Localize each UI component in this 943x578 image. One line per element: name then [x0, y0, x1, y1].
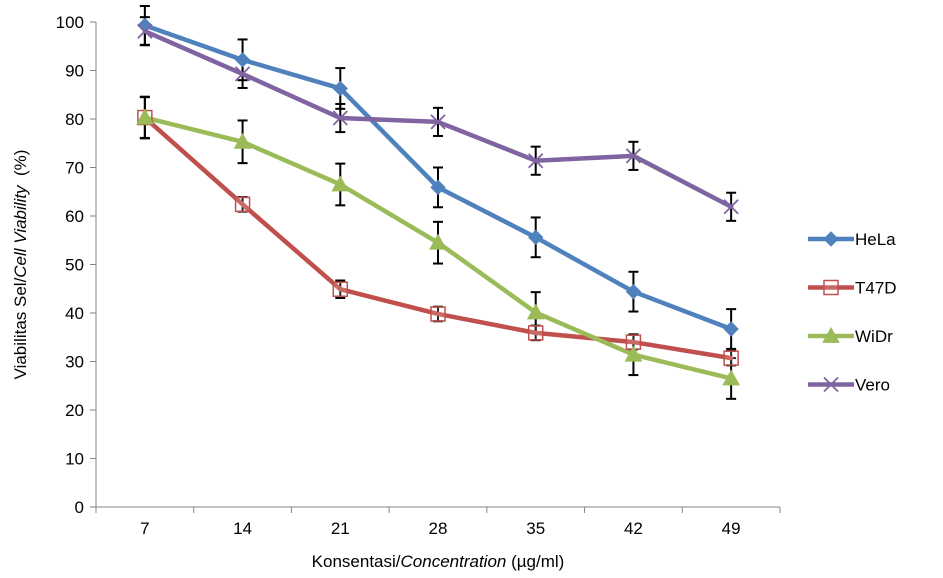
- data-point-vero: [137, 23, 153, 39]
- x-axis-title-italic: Concentration: [401, 552, 507, 571]
- error-bars: [139, 4, 737, 400]
- data-point-hela: [332, 80, 348, 97]
- data-point-widr: [429, 233, 447, 250]
- y-tick-label: 50: [65, 256, 84, 275]
- data-point-t47d: [234, 196, 251, 213]
- x-tick-label: 42: [624, 519, 643, 538]
- data-point-t47d: [332, 281, 349, 297]
- marker-stroke: [430, 114, 446, 130]
- data-point-vero: [625, 148, 642, 164]
- legend-marker: [823, 376, 839, 393]
- legend-item-vero: Vero: [808, 376, 890, 395]
- legend: HeLa T47D WiDr Vero: [808, 230, 897, 395]
- y-axis-title-plain: Viabilitas Sel/: [11, 277, 30, 379]
- marker-stroke: [723, 199, 739, 215]
- data-point-vero: [332, 110, 348, 126]
- data-point-hela: [528, 229, 544, 246]
- legend-marker: [823, 231, 839, 247]
- legend-marker: [822, 326, 840, 343]
- marker-stroke: [823, 376, 839, 393]
- y-axis-title-suffix: (%): [11, 150, 30, 186]
- data-point-widr: [136, 108, 154, 125]
- series-markers: [136, 17, 740, 386]
- series-line-t47d: [142, 115, 734, 361]
- legend-label: HeLa: [855, 230, 896, 249]
- legend-marker: [823, 279, 839, 296]
- data-point-t47d: [527, 325, 544, 341]
- y-tick-label: 100: [56, 13, 84, 32]
- data-point-widr: [526, 303, 545, 320]
- marker-stroke: [528, 153, 544, 169]
- y-tick-label: 80: [65, 110, 84, 129]
- data-point-t47d: [430, 306, 446, 322]
- y-tick-label: 40: [65, 304, 84, 323]
- x-axis-title: Konsentasi/Concentration (µg/ml): [312, 552, 565, 571]
- data-point-vero: [234, 66, 251, 82]
- legend-item-t47d: T47D: [808, 279, 897, 298]
- legend-item-hela: HeLa: [808, 230, 896, 249]
- x-tick-label: 21: [331, 519, 350, 538]
- y-axis-title: Viabilitas Sel/Cell Viability (%): [11, 150, 30, 380]
- x-tick-label: 49: [722, 519, 741, 538]
- x-tick-label: 28: [429, 519, 448, 538]
- data-point-widr: [722, 369, 740, 386]
- legend-item-widr: WiDr: [808, 326, 893, 346]
- y-axis-title-italic: Cell Viability: [11, 184, 30, 278]
- data-point-vero: [723, 199, 739, 215]
- legend-label: T47D: [855, 279, 897, 298]
- y-tick-label: 60: [65, 207, 84, 226]
- y-tick-label: 30: [65, 353, 84, 372]
- legend-label: Vero: [855, 376, 890, 395]
- data-point-hela: [723, 321, 739, 337]
- data-point-vero: [528, 153, 544, 169]
- y-ticks: 0 10 20 30 40 50 60 70 80 90 100: [56, 13, 96, 517]
- y-tick-label: 10: [65, 450, 84, 469]
- x-tick-label: 14: [233, 519, 252, 538]
- data-point-widr: [331, 175, 350, 192]
- y-tick-label: 20: [65, 401, 84, 420]
- x-axis-title-suffix: (µg/ml): [506, 552, 564, 571]
- x-ticks: 7 14 21 28 35 42 49: [95, 507, 781, 538]
- data-point-widr: [624, 345, 643, 362]
- data-point-t47d: [723, 350, 739, 366]
- data-point-hela: [234, 52, 251, 68]
- x-tick-label: 7: [140, 519, 149, 538]
- data-point-hela: [625, 283, 642, 300]
- legend-label: WiDr: [855, 327, 893, 346]
- x-axis-title-plain: Konsentasi/: [312, 552, 401, 571]
- x-tick-label: 35: [526, 519, 545, 538]
- marker-stroke: [137, 23, 153, 39]
- data-point-vero: [430, 114, 446, 130]
- marker-stroke: [332, 110, 348, 126]
- marker-stroke: [234, 66, 251, 82]
- y-tick-label: 90: [65, 62, 84, 81]
- marker-stroke: [625, 148, 642, 164]
- y-tick-label: 0: [75, 498, 84, 517]
- data-point-widr: [233, 132, 252, 149]
- data-point-hela: [430, 179, 446, 196]
- y-tick-label: 70: [65, 159, 84, 178]
